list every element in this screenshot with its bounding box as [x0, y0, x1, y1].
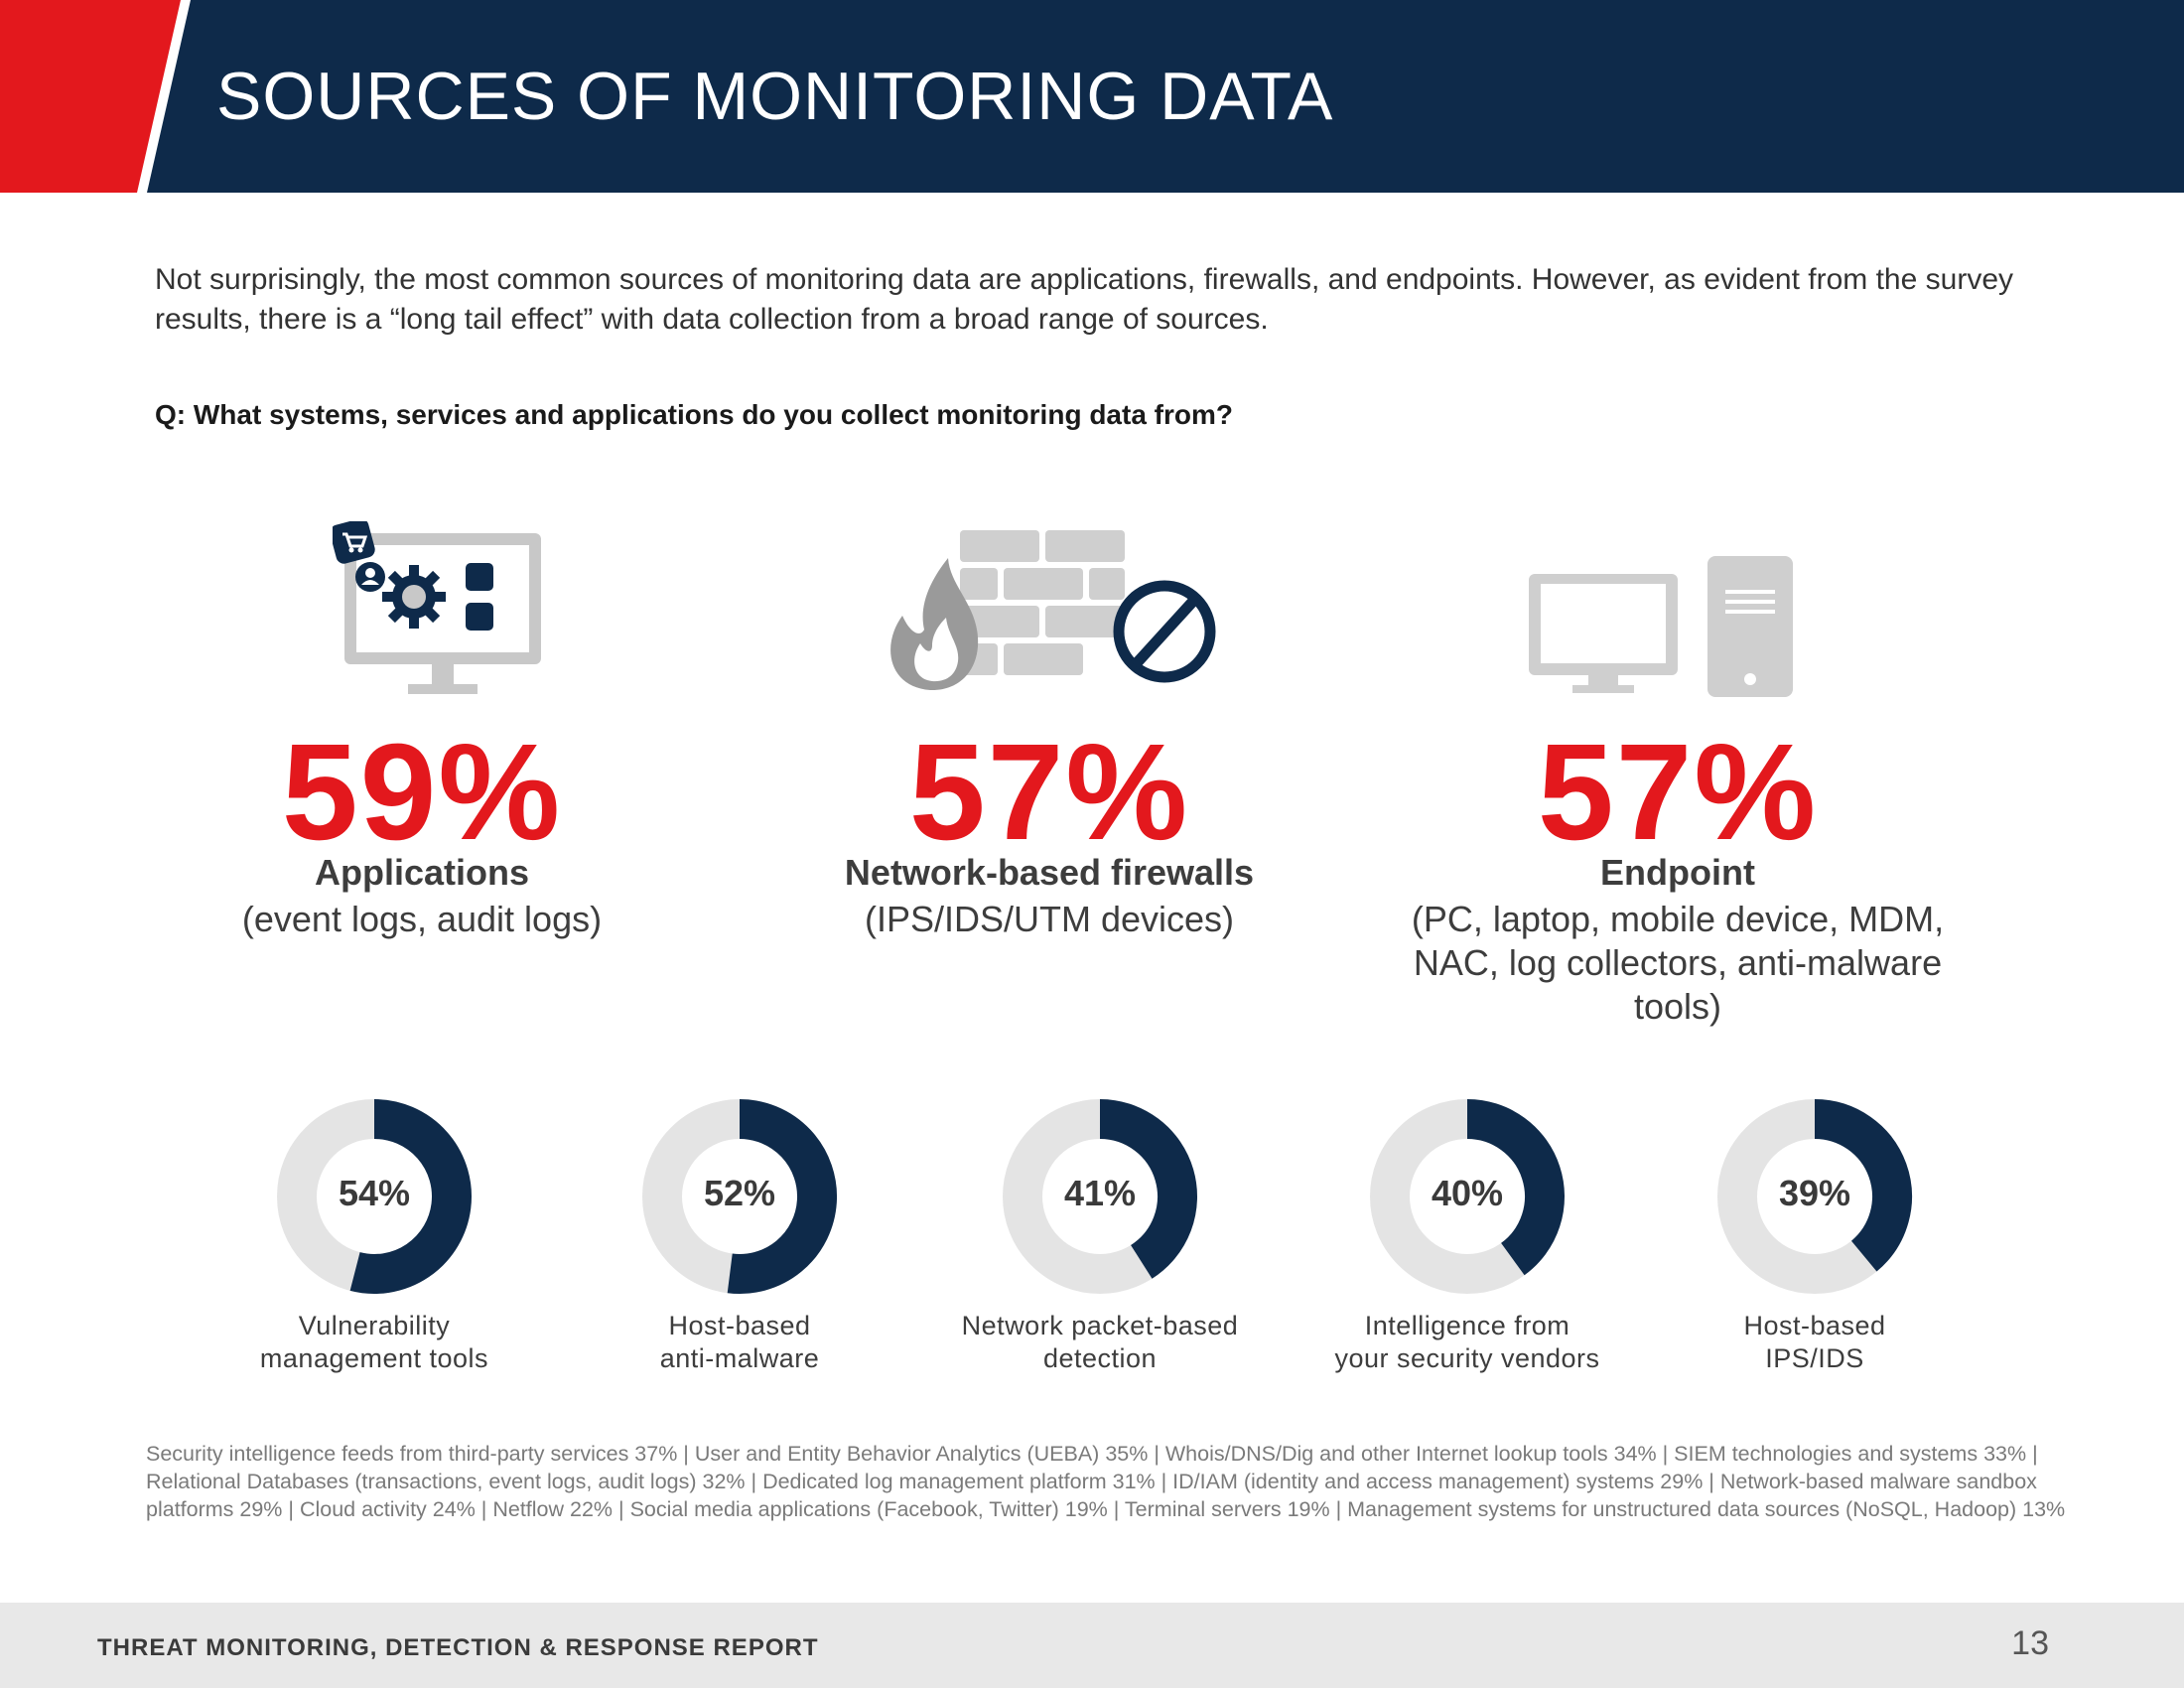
firewall-icon	[890, 530, 1216, 691]
donut-value: 54%	[338, 1173, 411, 1213]
donut-vulnerability-management: 54% Vulnerability management tools	[215, 1097, 533, 1375]
donut-arc	[727, 1099, 838, 1294]
stat-value: 57%	[1537, 716, 1819, 869]
donut-label-line: detection	[1042, 1343, 1158, 1373]
desktop-computer-icon	[1529, 556, 1793, 697]
donut-label: Intelligence from your security vendors	[1308, 1310, 1626, 1375]
donut-ring	[277, 1099, 472, 1294]
donut-label: Network packet-based detection	[941, 1310, 1259, 1375]
donut-value: 39%	[1778, 1173, 1851, 1213]
donut-ring	[1717, 1099, 1912, 1294]
page-footer: THREAT MONITORING, DETECTION & RESPONSE …	[0, 1603, 2184, 1688]
stat-name: Network-based firewalls	[844, 852, 1255, 893]
donut-vendor-intelligence: 40% Intelligence from your security vend…	[1308, 1097, 1626, 1375]
donut-label-line: IPS/IDS	[1765, 1343, 1864, 1373]
donut-label-line: Vulnerability	[298, 1311, 451, 1340]
donut-ring	[642, 1099, 838, 1294]
header-background	[0, 0, 2184, 193]
donut-value: 52%	[703, 1173, 776, 1213]
donut-label-line: Intelligence from	[1364, 1311, 1570, 1340]
stat-description: (PC, laptop, mobile device, MDM, NAC, lo…	[1411, 899, 1945, 1027]
donut-label-line: anti-malware	[659, 1343, 820, 1373]
donut-value: 40%	[1431, 1173, 1504, 1213]
donut-label-line: management tools	[259, 1343, 489, 1373]
donut-label: Host-based IPS/IDS	[1656, 1310, 1974, 1375]
donut-arc	[1099, 1099, 1197, 1279]
additional-sources-footnote: Security intelligence feeds from third-p…	[146, 1442, 2066, 1521]
stat-name: Endpoint	[1600, 852, 1755, 893]
page-title: SOURCES OF MONITORING DATA	[216, 59, 1334, 134]
donut-label: Vulnerability management tools	[215, 1310, 533, 1375]
donut-ring	[1003, 1099, 1197, 1294]
header-red-accent	[0, 0, 181, 193]
donut-label-line: your security vendors	[1334, 1343, 1600, 1373]
donut-label-line: Host-based	[1743, 1311, 1886, 1340]
intro-paragraph: Not surprisingly, the most common source…	[155, 263, 2013, 336]
page-number: 13	[2011, 1624, 2049, 1662]
header-banner: SOURCES OF MONITORING DATA	[0, 0, 2184, 193]
donut-arc	[1466, 1099, 1565, 1276]
donut-host-anti-malware: 52% Host-based anti-malware	[581, 1097, 898, 1375]
application-monitor-icon	[333, 521, 541, 694]
stat-value: 57%	[908, 716, 1190, 869]
stat-value: 59%	[281, 716, 563, 869]
donut-value: 41%	[1063, 1173, 1137, 1213]
stat-description: (event logs, audit logs)	[241, 899, 603, 939]
donut-arc	[1814, 1099, 1912, 1272]
header-navy-band	[147, 0, 2184, 193]
donut-ring	[1370, 1099, 1565, 1294]
donut-network-packet-detection: 41% Network packet-based detection	[941, 1097, 1259, 1375]
donut-label-line: Network packet-based	[961, 1311, 1239, 1340]
donut-host-ips-ids: 39% Host-based IPS/IDS	[1656, 1097, 1974, 1375]
donut-label-line: Host-based	[668, 1311, 811, 1340]
stat-description: (IPS/IDS/UTM devices)	[864, 899, 1235, 939]
survey-question: Q: What systems, services and applicatio…	[155, 399, 1233, 430]
report-title: THREAT MONITORING, DETECTION & RESPONSE …	[97, 1634, 819, 1661]
donut-label: Host-based anti-malware	[581, 1310, 898, 1375]
donut-arc	[349, 1099, 472, 1294]
stat-name: Applications	[314, 852, 530, 893]
